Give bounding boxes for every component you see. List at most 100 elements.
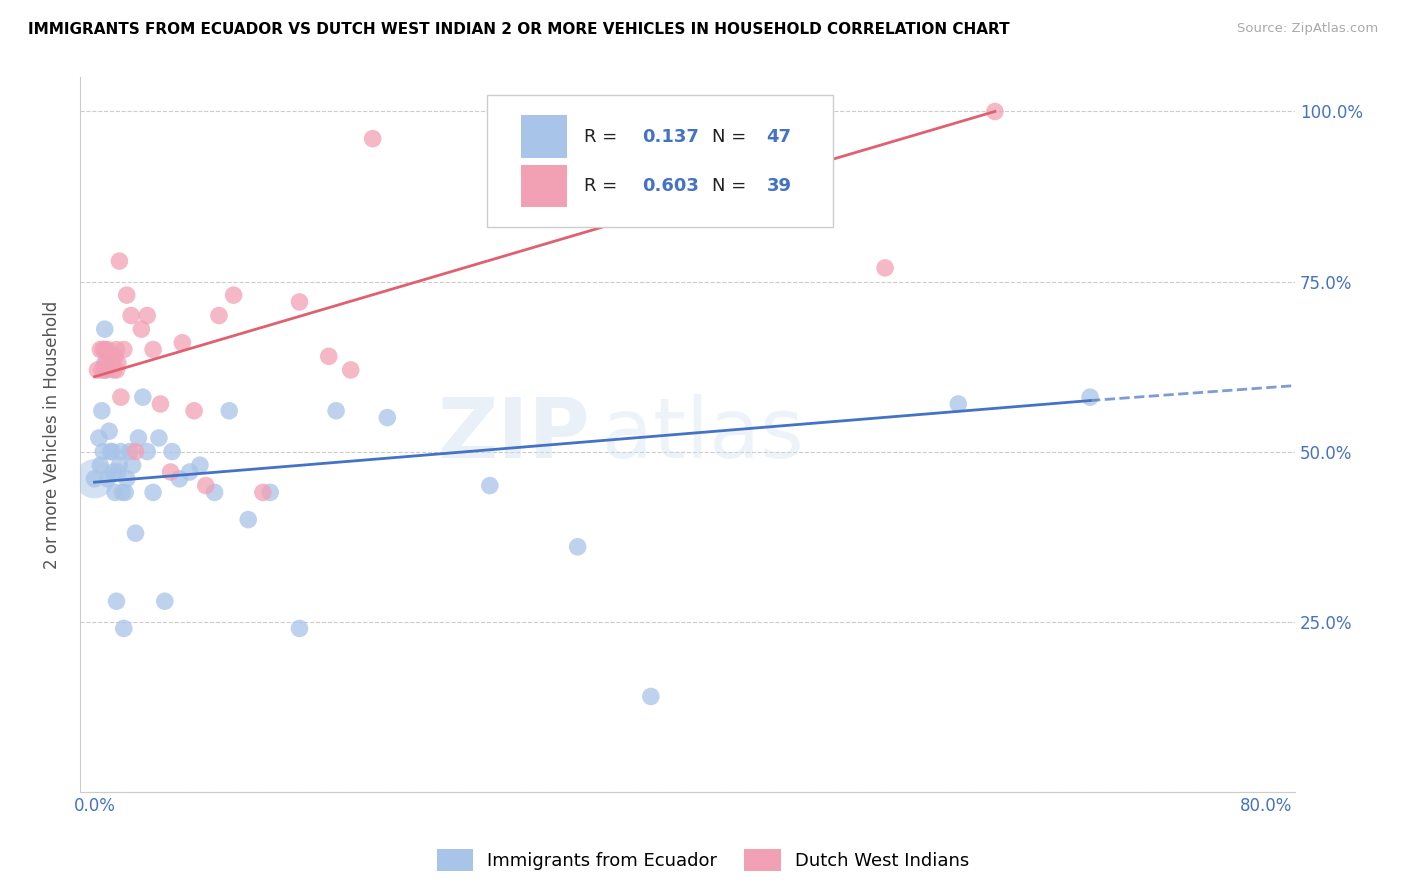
Point <box>222 288 245 302</box>
Point <box>105 343 128 357</box>
Point <box>640 690 662 704</box>
Point <box>172 335 194 350</box>
Text: atlas: atlas <box>602 394 804 475</box>
Point <box>91 343 114 357</box>
Point <box>108 458 131 473</box>
Point <box>97 472 120 486</box>
Point <box>194 478 217 492</box>
Point <box>188 458 211 473</box>
FancyBboxPatch shape <box>522 165 567 208</box>
Point <box>94 363 117 377</box>
Point <box>104 349 127 363</box>
Point <box>183 403 205 417</box>
Point <box>121 458 143 473</box>
Point <box>153 594 176 608</box>
Point <box>105 594 128 608</box>
Point <box>105 363 128 377</box>
Point <box>112 622 135 636</box>
Point <box>111 485 134 500</box>
Text: N =: N = <box>711 128 752 145</box>
Point <box>100 349 122 363</box>
Point <box>124 526 146 541</box>
FancyBboxPatch shape <box>486 95 834 227</box>
Point <box>100 444 122 458</box>
Point <box>120 309 142 323</box>
Point <box>101 356 124 370</box>
Point <box>90 363 112 377</box>
Point <box>91 444 114 458</box>
Point <box>118 444 141 458</box>
Point <box>110 390 132 404</box>
Point <box>103 465 125 479</box>
Point <box>136 309 159 323</box>
Point <box>288 622 311 636</box>
Point <box>132 390 155 404</box>
Point <box>96 363 118 377</box>
Point <box>984 104 1007 119</box>
Point <box>208 309 231 323</box>
Point <box>101 444 124 458</box>
Point <box>107 356 129 370</box>
Point <box>124 444 146 458</box>
Point <box>90 403 112 417</box>
Point <box>103 363 125 377</box>
Point <box>148 431 170 445</box>
Text: 0.603: 0.603 <box>643 177 699 195</box>
Point <box>94 322 117 336</box>
Point <box>110 444 132 458</box>
Point <box>98 424 121 438</box>
Point <box>875 260 897 275</box>
Point <box>318 349 340 363</box>
Point <box>115 472 138 486</box>
Text: N =: N = <box>711 177 752 195</box>
Point <box>169 472 191 486</box>
Point <box>288 294 311 309</box>
Y-axis label: 2 or more Vehicles in Household: 2 or more Vehicles in Household <box>44 301 60 569</box>
Point <box>1078 390 1101 404</box>
Point <box>948 397 970 411</box>
Point <box>179 465 201 479</box>
Point <box>339 363 361 377</box>
Point <box>567 540 589 554</box>
Text: 47: 47 <box>766 128 792 145</box>
Point <box>83 472 105 486</box>
Point <box>104 485 127 500</box>
Point <box>259 485 281 500</box>
Point <box>131 322 153 336</box>
Point <box>478 478 501 492</box>
Text: 39: 39 <box>766 177 792 195</box>
Point <box>204 485 226 500</box>
Point <box>127 431 149 445</box>
Point <box>325 403 347 417</box>
Legend: Immigrants from Ecuador, Dutch West Indians: Immigrants from Ecuador, Dutch West Indi… <box>430 842 976 879</box>
Point <box>136 444 159 458</box>
Point <box>142 343 165 357</box>
Point <box>107 465 129 479</box>
Point <box>361 131 384 145</box>
Point <box>89 458 111 473</box>
Point <box>238 513 260 527</box>
Point <box>96 356 118 370</box>
Text: R =: R = <box>583 128 623 145</box>
Text: ZIP: ZIP <box>437 394 591 475</box>
Point <box>375 410 398 425</box>
Text: Source: ZipAtlas.com: Source: ZipAtlas.com <box>1237 22 1378 36</box>
Point <box>114 485 136 500</box>
Point <box>97 343 120 357</box>
Point <box>115 288 138 302</box>
Point <box>252 485 274 500</box>
Point <box>86 363 108 377</box>
Point <box>112 343 135 357</box>
Text: R =: R = <box>583 177 623 195</box>
Point <box>89 343 111 357</box>
FancyBboxPatch shape <box>522 115 567 158</box>
Point <box>149 397 172 411</box>
Text: 0.137: 0.137 <box>643 128 699 145</box>
Point <box>87 431 110 445</box>
Point <box>83 472 105 486</box>
Point <box>94 343 117 357</box>
Point <box>94 356 117 370</box>
Point <box>159 465 181 479</box>
Point <box>142 485 165 500</box>
Point <box>98 356 121 370</box>
